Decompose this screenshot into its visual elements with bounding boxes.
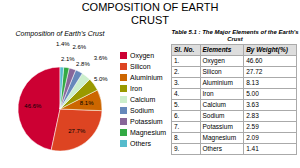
html-text:46.60: 46.60: [246, 57, 263, 64]
html-text:Iron: Iron: [130, 84, 143, 92]
html-text:Composition of Earth's Crust: Composition of Earth's Crust: [15, 30, 105, 37]
html-text:Magnesium: Magnesium: [202, 134, 237, 141]
html-text:7.: 7.: [174, 123, 180, 130]
html-text:Sl. No.: Sl. No.: [174, 46, 195, 53]
html-text:Iron: Iron: [202, 90, 214, 97]
html-text:Aluminium: Aluminium: [202, 79, 233, 86]
html-text:Calcium: Calcium: [202, 101, 226, 108]
html-text:4.: 4.: [174, 90, 180, 97]
html-text:2.59: 2.59: [246, 123, 259, 130]
svg-text:3.6%: 3.6%: [94, 55, 108, 61]
html-text:2.09: 2.09: [246, 134, 259, 141]
html-text:2.: 2.: [174, 68, 180, 75]
svg-text:5.0%: 5.0%: [94, 76, 108, 82]
html-text:Silicon: Silicon: [130, 62, 151, 70]
html-text:1.41: 1.41: [246, 145, 259, 152]
html-text:CRUST: CRUST: [131, 14, 169, 26]
svg-text:2.8%: 2.8%: [76, 61, 90, 67]
html-text:COMPOSITION OF EARTH: COMPOSITION OF EARTH: [81, 1, 219, 13]
html-text:Magnesium: Magnesium: [130, 128, 167, 136]
html-text:Oxygen: Oxygen: [130, 51, 155, 59]
svg-text:1.4%: 1.4%: [56, 41, 70, 47]
html-text:Others: Others: [202, 145, 222, 152]
html-text:Elements: Elements: [202, 46, 232, 53]
html-text:5.00: 5.00: [246, 90, 259, 97]
svg-text:46.6%: 46.6%: [24, 103, 42, 109]
html-text:Aluminium: Aluminium: [130, 73, 163, 81]
html-text:27.72: 27.72: [246, 68, 263, 75]
svg-text:2.1%: 2.1%: [61, 56, 75, 62]
html-text:Others: Others: [130, 139, 151, 147]
html-text:Potassium: Potassium: [202, 123, 233, 130]
html-text:8.: 8.: [174, 134, 180, 141]
svg-text:8.1%: 8.1%: [80, 100, 94, 106]
html-text:6.: 6.: [174, 112, 180, 119]
html-text:Table 5.1 : The Major Elements: Table 5.1 : The Major Elements of the Ea…: [171, 29, 299, 42]
html-text:5.: 5.: [174, 101, 180, 108]
html-text:By Weight(%): By Weight(%): [246, 46, 288, 53]
html-text:Sodium: Sodium: [202, 112, 225, 119]
html-text:8.13: 8.13: [246, 79, 259, 86]
html-text:9.: 9.: [174, 145, 180, 152]
html-text:Silicon: Silicon: [202, 68, 222, 75]
svg-text:27.7%: 27.7%: [68, 128, 86, 134]
svg-text:2.6%: 2.6%: [73, 44, 87, 50]
html-text:Oxygen: Oxygen: [202, 57, 225, 64]
html-text:Calcium: Calcium: [130, 95, 156, 103]
html-text:1.: 1.: [174, 57, 180, 64]
html-text:3.: 3.: [174, 79, 180, 86]
html-text:Potassium: Potassium: [130, 117, 163, 125]
html-text:Sodium: Sodium: [130, 106, 154, 114]
html-text:3.63: 3.63: [246, 101, 259, 108]
html-text:2.83: 2.83: [246, 112, 259, 119]
